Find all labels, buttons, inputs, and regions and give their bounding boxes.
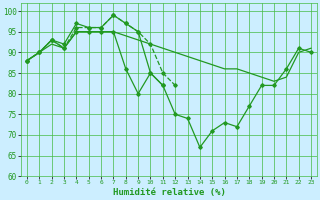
X-axis label: Humidité relative (%): Humidité relative (%) (113, 188, 226, 197)
